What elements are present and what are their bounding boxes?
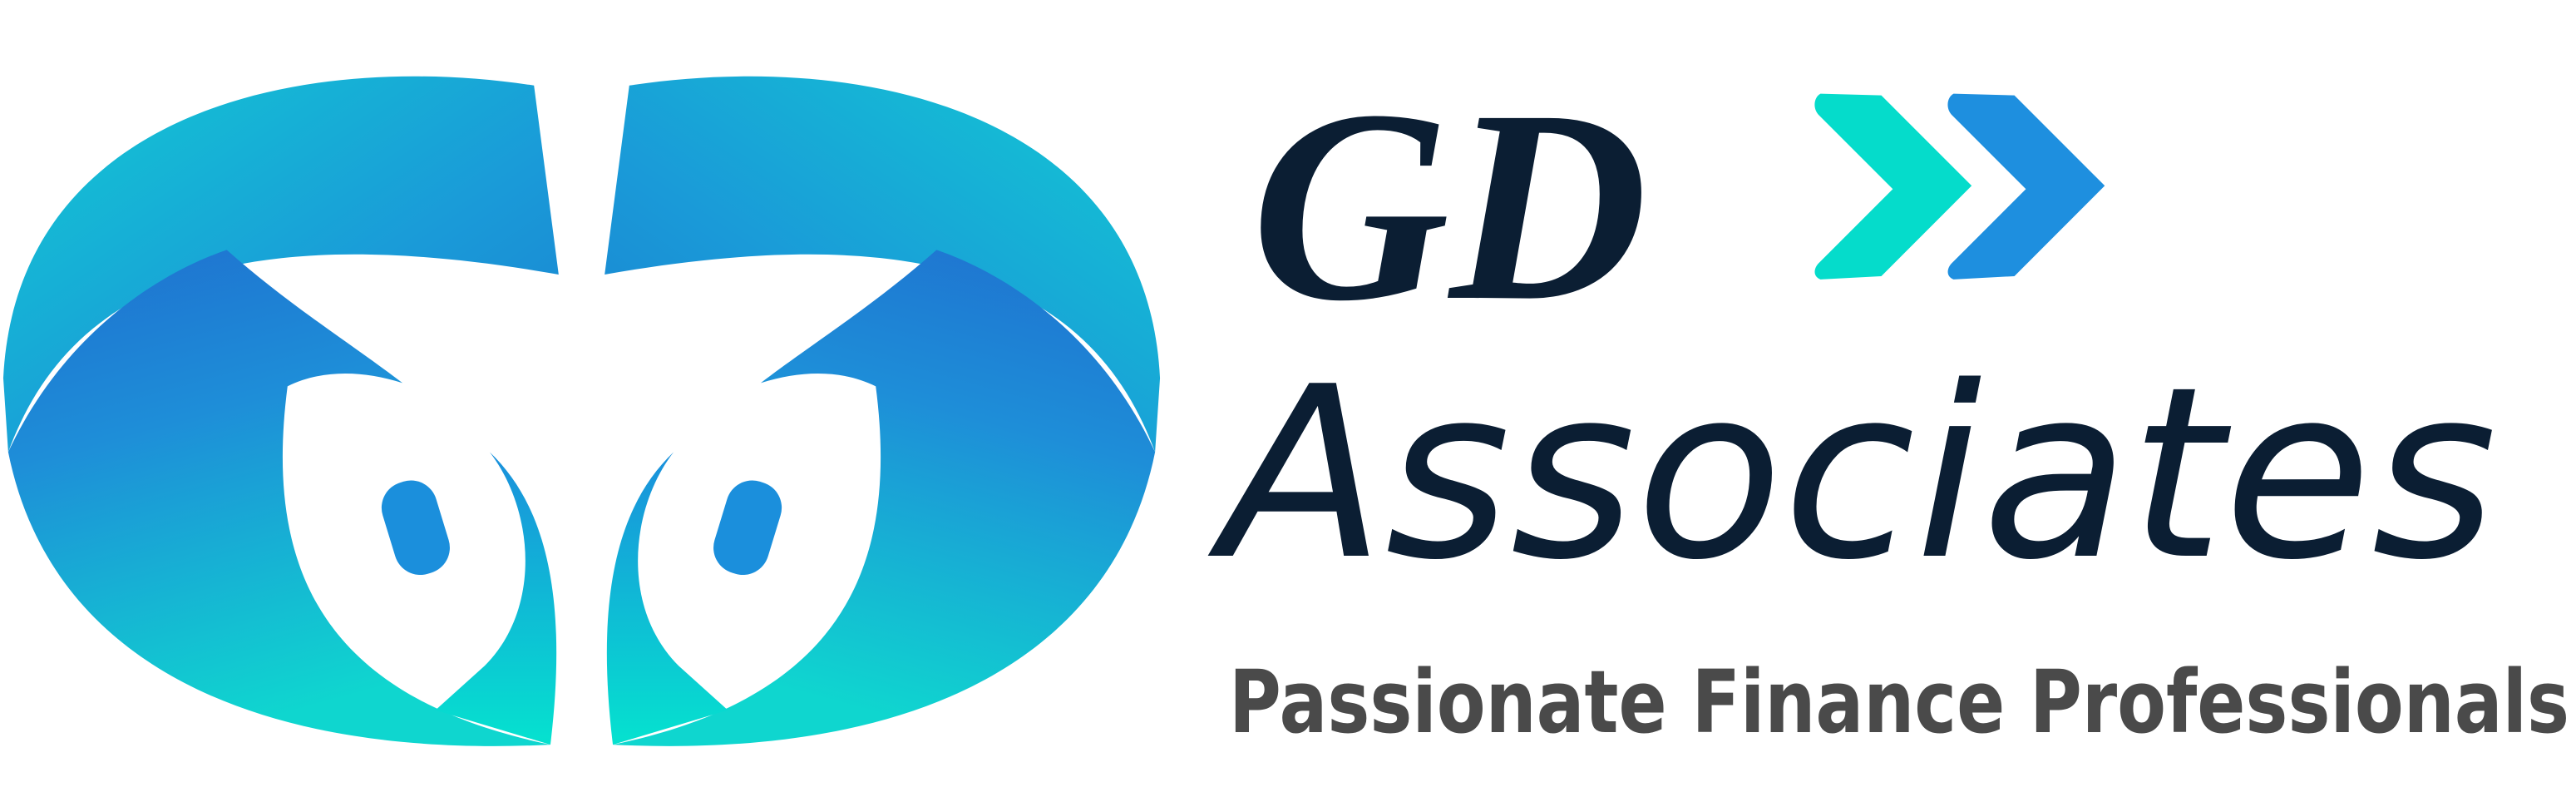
tagline: Passionate Finance Professionals — [1229, 651, 2569, 753]
brand-subtitle: Associates — [1206, 336, 2497, 612]
brand-name: GD — [1251, 54, 1648, 358]
emblem — [2, 76, 2105, 746]
chevrons — [1814, 93, 2105, 280]
